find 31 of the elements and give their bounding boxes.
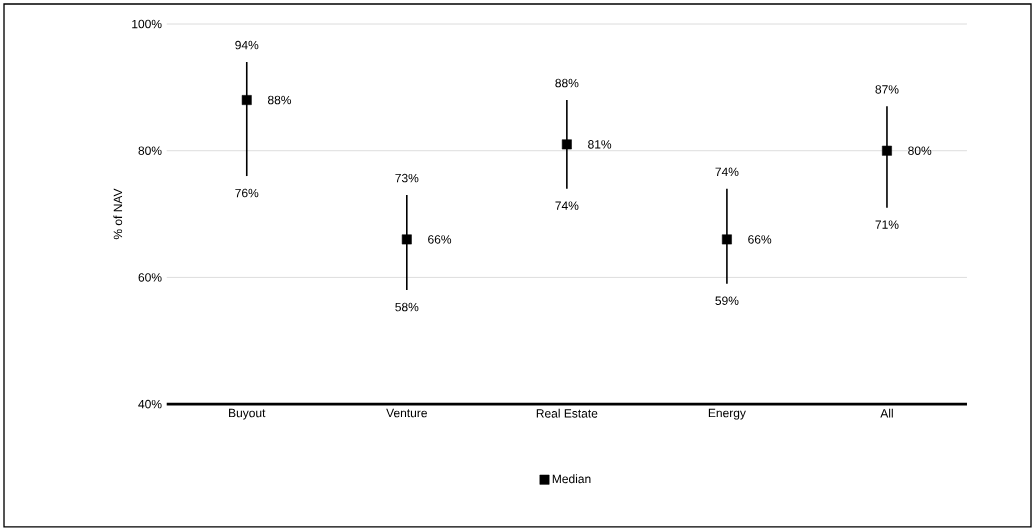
data-label: 66%	[428, 235, 452, 244]
data-label: 66%	[748, 235, 772, 244]
data-label: 80%	[908, 146, 932, 156]
y-tick-label: 40%	[138, 399, 162, 409]
x-tick-label: Buyout	[229, 408, 266, 420]
annotation: 71%	[875, 220, 899, 229]
annotation: 94%	[235, 40, 259, 50]
annotation: 74%	[715, 167, 739, 177]
x-tick-label: Real Estate	[536, 408, 598, 418]
point	[721, 234, 732, 245]
annotation: 59%	[715, 296, 739, 306]
point	[561, 139, 572, 150]
y-tick-label: 100%	[132, 19, 162, 29]
data-label: 88%	[267, 95, 292, 105]
annotation: 58%	[395, 302, 419, 312]
y-axis-title: % of NAV	[113, 188, 123, 240]
x-tick-label: Energy	[708, 408, 746, 420]
point	[882, 145, 892, 156]
y-tick-label: 60%	[138, 273, 162, 282]
legend-label: Median	[552, 474, 591, 484]
data-label: 81%	[588, 140, 612, 149]
y-tick-label: 80%	[138, 146, 162, 156]
point	[401, 234, 412, 245]
annotation: 74%	[555, 201, 579, 210]
annotation: 76%	[235, 188, 259, 198]
x-tick-label: All	[880, 408, 893, 418]
annotation: 73%	[395, 173, 419, 183]
x-tick-label: Venture	[386, 408, 427, 418]
point	[241, 95, 252, 106]
annotation: 88%	[555, 78, 579, 88]
annotation: 87%	[875, 85, 899, 94]
